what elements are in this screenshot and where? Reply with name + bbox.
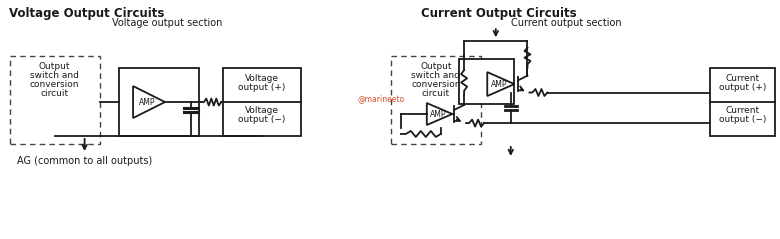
Text: circuit: circuit [422,89,450,98]
Text: Current: Current [725,106,760,115]
Text: Voltage Output Circuits: Voltage Output Circuits [9,7,164,20]
Text: conversion: conversion [30,80,80,89]
Text: Current: Current [725,74,760,83]
Bar [9,56,100,144]
Text: Current Output Circuits: Current Output Circuits [421,7,576,20]
Text: output (−): output (−) [719,115,766,124]
Text: conversion: conversion [411,80,460,89]
Text: AG (common to all outputs): AG (common to all outputs) [17,156,152,166]
Bar [119,68,200,136]
Bar [710,68,775,136]
Text: output (−): output (−) [239,115,285,124]
Text: output (+): output (+) [239,83,285,92]
Text: AMP: AMP [491,80,507,89]
Text: AMP: AMP [430,109,446,119]
Bar [223,68,301,136]
Text: Output: Output [39,62,70,71]
Text: Voltage output section: Voltage output section [112,18,222,28]
Text: switch and: switch and [30,71,79,80]
Bar [459,59,514,104]
Bar [391,56,480,144]
Text: circuit: circuit [41,89,69,98]
Text: output (+): output (+) [719,83,766,92]
Text: Voltage: Voltage [245,74,279,83]
Text: Current output section: Current output section [511,18,621,28]
Text: @marineeto: @marineeto [357,95,405,103]
Text: AMP: AMP [139,98,155,107]
Text: Voltage: Voltage [245,106,279,115]
Text: Output: Output [420,62,452,71]
Text: switch and: switch and [411,71,460,80]
